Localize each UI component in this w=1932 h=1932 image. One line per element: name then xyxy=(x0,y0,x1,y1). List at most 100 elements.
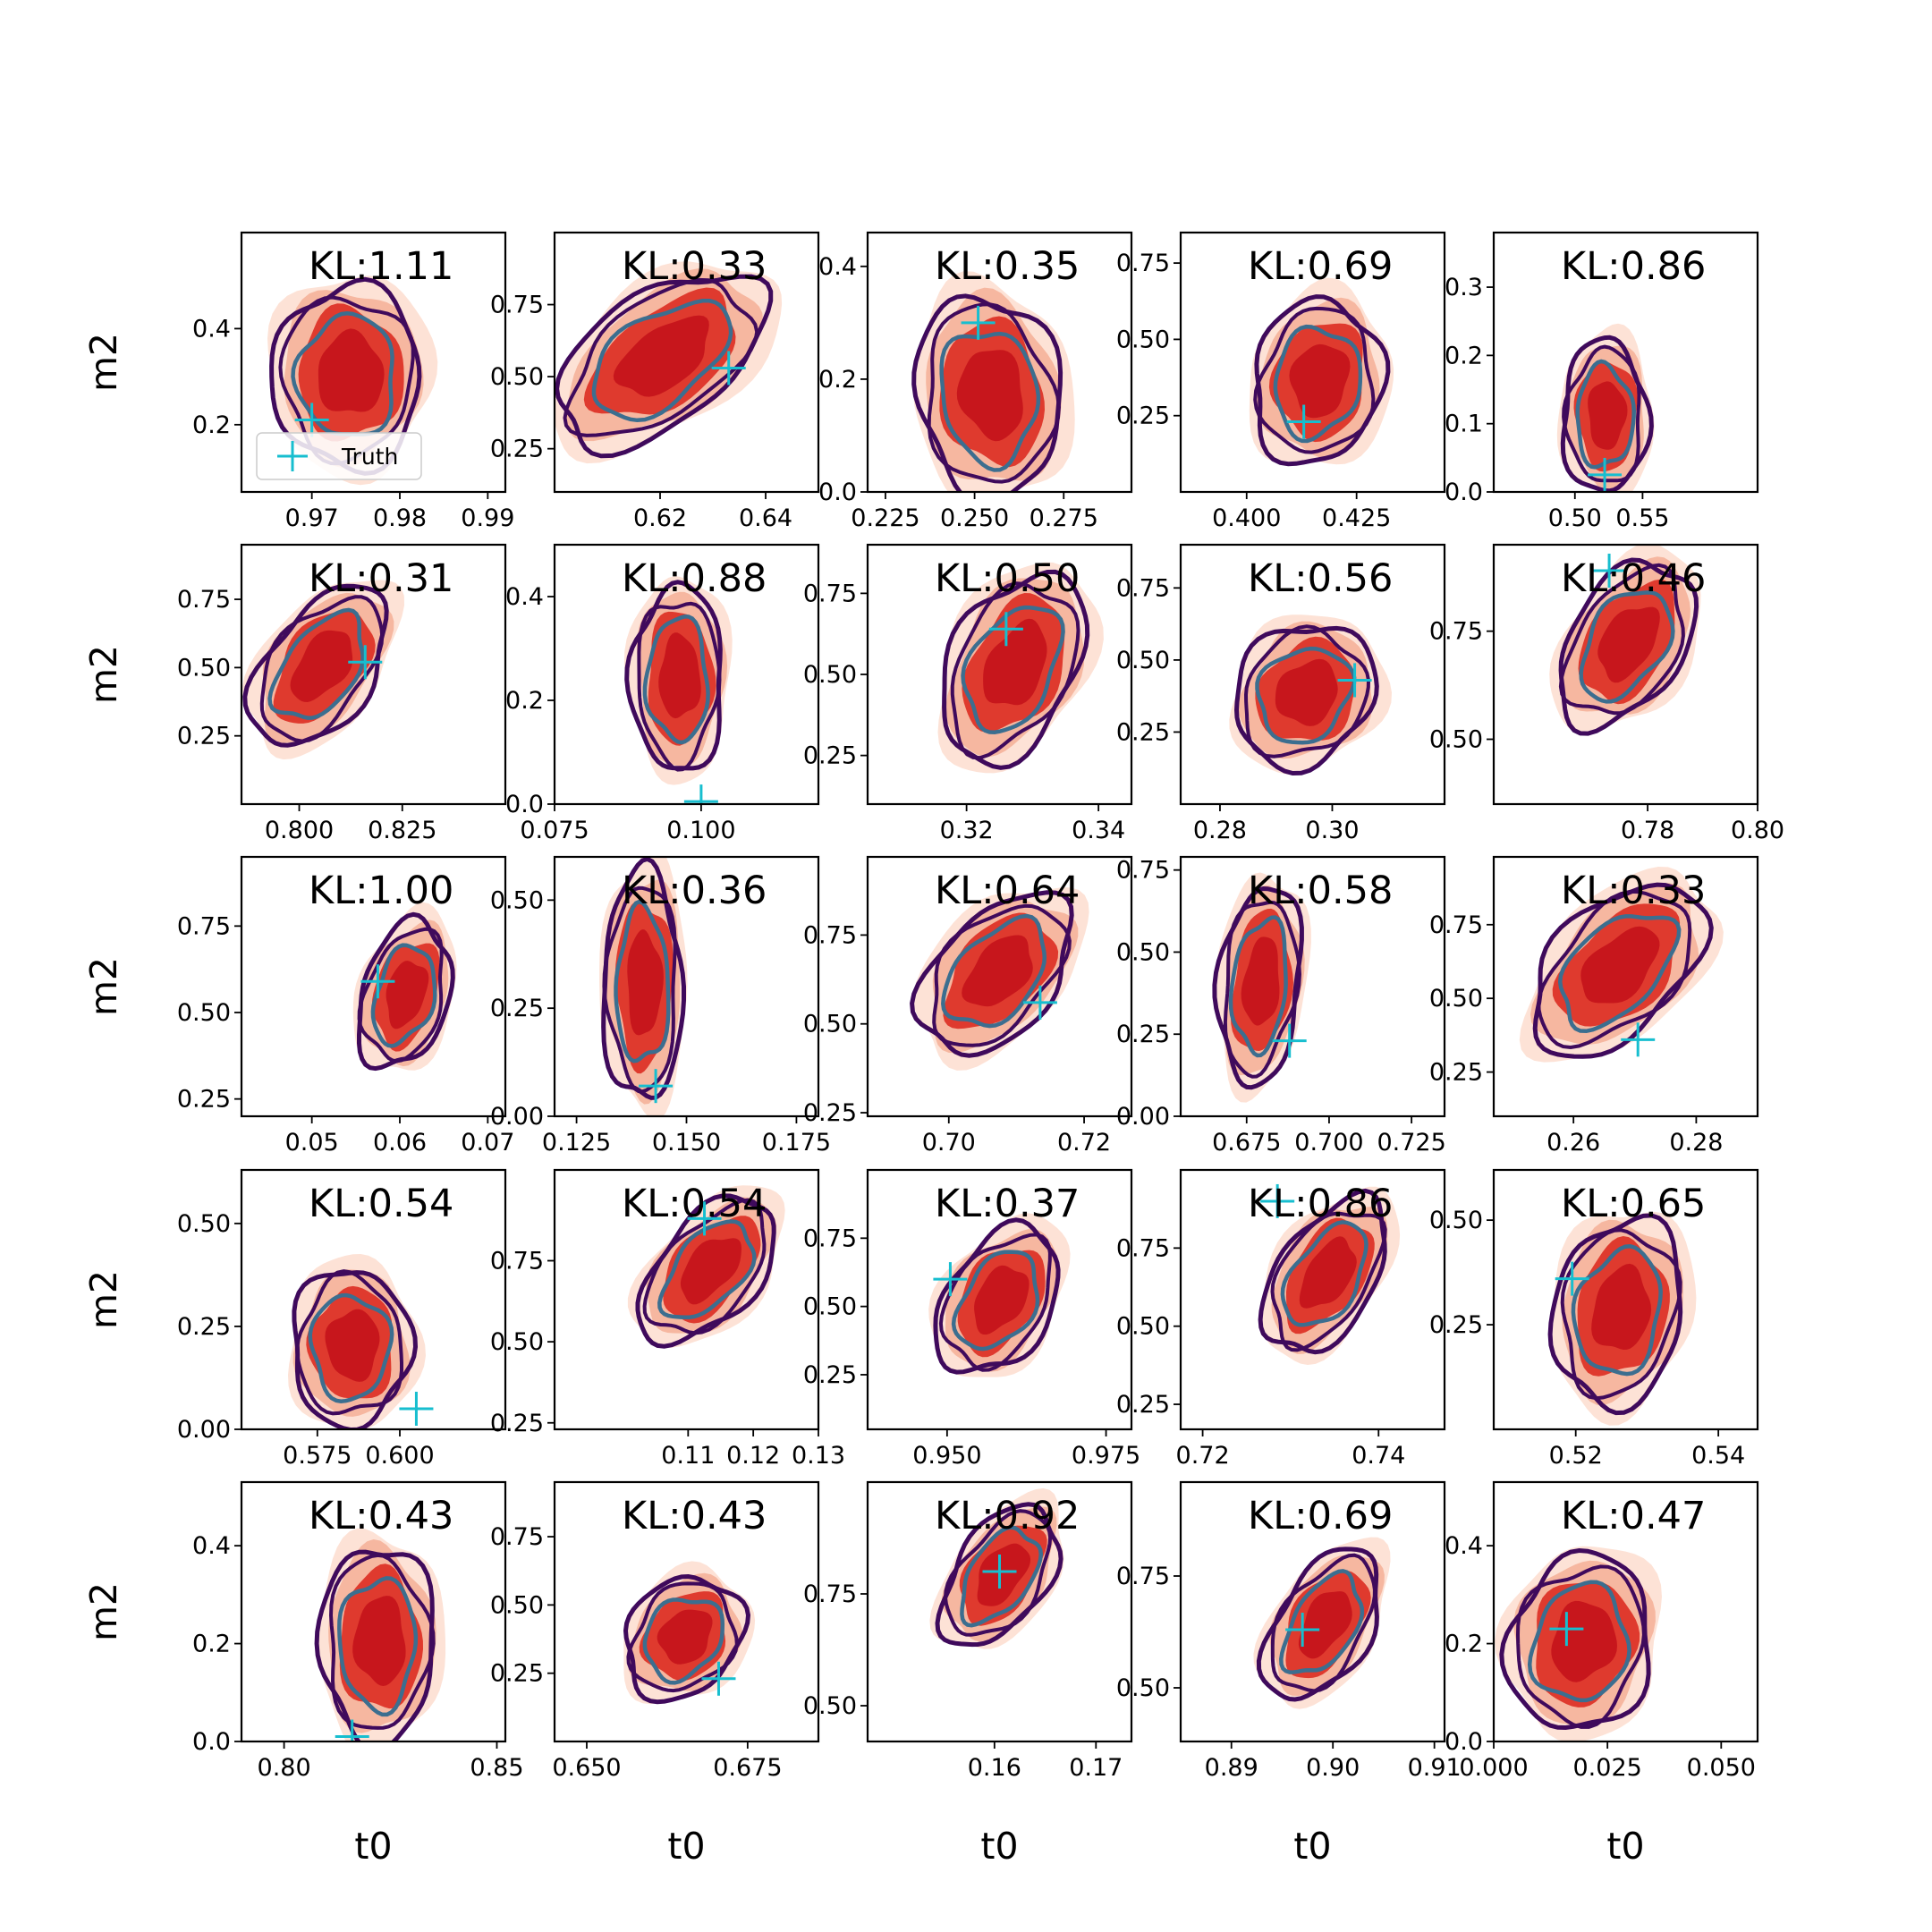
truth-marker xyxy=(335,1719,369,1741)
kl-divergence-label: KL:0.50 xyxy=(935,556,1080,601)
contour-second xyxy=(950,581,1080,760)
y-tick-label: 0.50 xyxy=(1116,326,1170,353)
y-tick-label: 0.0 xyxy=(1445,1728,1483,1756)
subplot-density xyxy=(1556,323,1655,492)
kl-divergence-label: KL:0.36 xyxy=(622,869,767,913)
y-axis-label: m2 xyxy=(82,957,125,1016)
contour-inner xyxy=(1273,324,1363,444)
subplot-r5-c3: 0.16 0.17 0.50 0.75 KL:0.92 t0 xyxy=(803,1480,1133,1868)
kl-divergence-label: KL:0.31 xyxy=(309,556,453,601)
x-tick-label: 0.725 xyxy=(1377,1129,1445,1157)
density-fill-core xyxy=(613,315,709,397)
truth-marker xyxy=(1337,663,1372,698)
truth-marker xyxy=(1286,404,1321,439)
subplot-density xyxy=(937,562,1104,774)
truth-marker xyxy=(294,402,329,437)
density-fill-core xyxy=(290,630,353,702)
y-tick-label: 0.75 xyxy=(1429,618,1483,646)
kl-divergence-label: KL:0.56 xyxy=(1248,556,1393,601)
subplot-frame xyxy=(866,1168,1133,1431)
subplot-frame xyxy=(240,231,507,494)
contour-inner xyxy=(1557,914,1682,1034)
kl-divergence-label: KL:0.64 xyxy=(935,869,1080,913)
x-tick-label: 0.825 xyxy=(368,817,436,844)
subplot-r5-c1: 0.80 0.85 0.0 0.2 0.4 KL:0.43 m2 t0 xyxy=(82,1480,524,1868)
contour-inner xyxy=(642,614,710,745)
y-tick-label: 0.75 xyxy=(803,1580,857,1608)
x-axis-label: t0 xyxy=(1606,1825,1644,1868)
contour-second xyxy=(943,1509,1053,1637)
subplot-r4-c1: 0.575 0.600 0.00 0.25 0.50 KL:0.54 m2 xyxy=(82,1168,507,1470)
subplot-r5-c2: 0.650 0.675 0.25 0.50 0.75 KL:0.43 t0 xyxy=(490,1480,820,1868)
subplot-frame xyxy=(1179,1168,1446,1431)
subplot-density xyxy=(1249,277,1394,467)
kl-divergence-label: KL:0.69 xyxy=(1248,1494,1393,1538)
contour-second xyxy=(563,277,759,437)
y-tick-label: 0.75 xyxy=(1116,857,1170,885)
kl-divergence-label: KL:0.54 xyxy=(309,1182,453,1226)
y-tick-label: 0.75 xyxy=(803,1224,857,1252)
x-tick-label: 0.80 xyxy=(1731,817,1784,844)
y-tick-label: 0.50 xyxy=(177,999,231,1027)
density-fill-core xyxy=(977,1543,1031,1606)
x-tick-label: 0.06 xyxy=(373,1129,427,1157)
y-tick-label: 0.25 xyxy=(177,1313,231,1341)
contour-outer xyxy=(1499,1547,1651,1731)
subplot-frame xyxy=(240,543,507,806)
contour-outer xyxy=(1233,625,1379,776)
density-fill-core xyxy=(1241,936,1280,1026)
subplot-density xyxy=(928,1213,1071,1377)
kl-divergence-label: KL:0.43 xyxy=(309,1494,453,1538)
kl-divergence-label: KL:0.88 xyxy=(622,556,767,601)
subplot-density xyxy=(1253,1537,1391,1709)
y-tick-label: 0.3 xyxy=(1445,274,1483,301)
y-tick-label: 0.4 xyxy=(818,253,857,281)
subplot-frame xyxy=(866,231,1133,494)
x-tick-label: 0.91 xyxy=(1408,1754,1462,1782)
truth-marker xyxy=(399,1391,434,1426)
contour-inner xyxy=(1527,1580,1631,1703)
x-tick-label: 0.78 xyxy=(1621,817,1674,844)
truth-marker xyxy=(360,964,395,999)
x-tick-label: 0.05 xyxy=(285,1129,339,1157)
x-tick-label: 0.72 xyxy=(1176,1442,1230,1470)
x-tick-label: 0.700 xyxy=(1294,1129,1363,1157)
truth-marker xyxy=(1272,1023,1307,1058)
contour-outer xyxy=(942,569,1090,770)
y-tick-label: 0.50 xyxy=(803,1692,857,1720)
subplot-density xyxy=(1549,545,1701,736)
subplot-frame xyxy=(866,855,1133,1118)
x-tick-label: 0.075 xyxy=(520,817,589,844)
y-tick-label: 0.25 xyxy=(1429,1311,1483,1339)
contour-inner xyxy=(642,1597,725,1685)
subplot-frame xyxy=(553,1168,820,1431)
density-fill-core xyxy=(1275,658,1338,726)
y-tick-label: 0.75 xyxy=(1116,250,1170,277)
contour-inner xyxy=(614,899,671,1063)
subplot-r4-c3: 0.950 0.975 0.25 0.50 0.75 KL:0.37 xyxy=(803,1168,1140,1470)
contour-second xyxy=(1223,900,1302,1079)
y-axis-label: m2 xyxy=(82,333,125,392)
x-tick-label: 0.98 xyxy=(373,504,427,532)
kl-divergence-label: KL:0.86 xyxy=(1561,244,1706,289)
kl-divergence-label: KL:0.33 xyxy=(622,244,767,289)
contour-outer xyxy=(1547,1213,1683,1416)
contour-second xyxy=(932,903,1072,1047)
y-tick-label: 0.00 xyxy=(490,1103,544,1131)
y-tick-label: 0.25 xyxy=(803,742,857,770)
y-tick-label: 0.25 xyxy=(803,1361,857,1389)
x-tick-label: 0.950 xyxy=(912,1442,981,1470)
contour-second xyxy=(259,595,385,743)
y-tick-label: 0.75 xyxy=(1116,574,1170,602)
x-tick-label: 0.11 xyxy=(661,1442,715,1470)
contour-outer xyxy=(314,1549,435,1741)
x-tick-label: 0.16 xyxy=(968,1754,1021,1782)
truth-marker xyxy=(639,1069,674,1104)
legend-label: Truth xyxy=(341,444,398,470)
contour-inner xyxy=(370,943,437,1048)
subplot-r1-c2: 0.62 0.64 0.25 0.50 0.75 KL:0.33 xyxy=(490,231,820,532)
contour-second xyxy=(1515,1564,1646,1729)
contour-inner xyxy=(591,299,733,423)
contour-inner xyxy=(657,1219,757,1320)
